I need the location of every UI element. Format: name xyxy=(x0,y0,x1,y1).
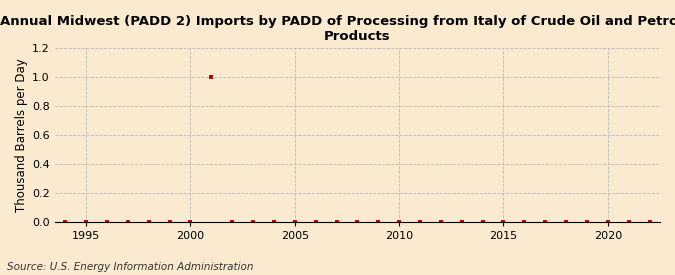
Title: Annual Midwest (PADD 2) Imports by PADD of Processing from Italy of Crude Oil an: Annual Midwest (PADD 2) Imports by PADD … xyxy=(0,15,675,43)
Y-axis label: Thousand Barrels per Day: Thousand Barrels per Day xyxy=(15,58,28,212)
Text: Source: U.S. Energy Information Administration: Source: U.S. Energy Information Administ… xyxy=(7,262,253,272)
